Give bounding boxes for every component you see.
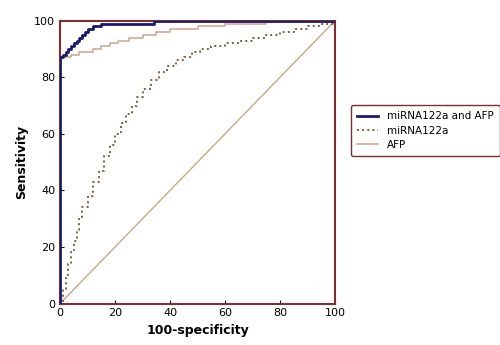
Y-axis label: Sensitivity: Sensitivity (16, 125, 28, 199)
X-axis label: 100-specificity: 100-specificity (146, 324, 249, 337)
Legend: miRNA122a and AFP, miRNA122a, AFP: miRNA122a and AFP, miRNA122a, AFP (351, 105, 500, 156)
